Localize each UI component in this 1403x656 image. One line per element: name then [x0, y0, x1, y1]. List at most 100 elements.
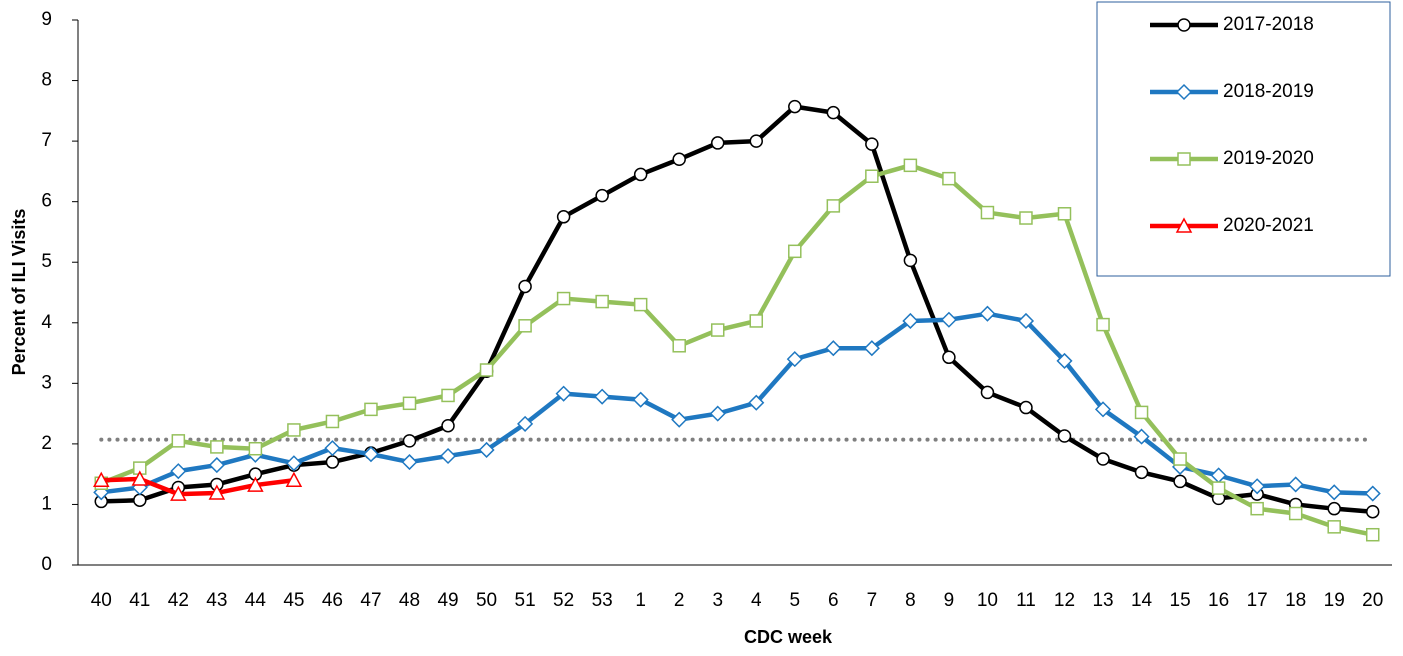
marker: [1056, 352, 1073, 369]
x-tick-label: 40: [91, 590, 112, 611]
marker: [863, 340, 880, 357]
y-tick-label: 0: [41, 554, 52, 575]
x-axis-label: CDC week: [744, 627, 833, 647]
marker: [325, 455, 340, 469]
marker: [749, 314, 764, 328]
marker: [402, 434, 417, 448]
marker: [1327, 520, 1341, 534]
x-tick-label: 45: [283, 590, 304, 611]
marker: [131, 470, 149, 486]
marker: [210, 440, 224, 454]
x-tick-label: 15: [1170, 590, 1191, 611]
legend-marker: [1177, 152, 1191, 166]
marker: [556, 210, 571, 224]
marker: [170, 485, 187, 501]
marker: [170, 463, 187, 480]
marker: [1057, 207, 1072, 221]
legend-marker: [1175, 83, 1193, 101]
marker: [133, 493, 147, 507]
series-line: [100, 163, 1374, 537]
x-tick-label: 19: [1324, 590, 1345, 611]
marker: [979, 305, 996, 322]
x-tick-label: 49: [437, 590, 458, 611]
marker: [247, 476, 264, 492]
y-tick-label: 3: [41, 372, 52, 393]
x-tick-label: 9: [944, 590, 955, 611]
marker: [632, 391, 649, 408]
y-tick-label: 6: [41, 191, 52, 212]
x-tick-label: 2: [674, 590, 685, 611]
marker: [671, 411, 688, 428]
marker: [1327, 501, 1341, 516]
legend-marker: [1177, 18, 1191, 32]
marker: [171, 434, 186, 448]
x-tick-label: 13: [1092, 590, 1113, 611]
x-tick-label: 46: [322, 590, 343, 611]
marker: [248, 441, 263, 456]
marker: [1134, 465, 1149, 480]
y-tick-label: 4: [41, 312, 52, 333]
marker: [940, 311, 957, 328]
x-tick-label: 14: [1131, 590, 1153, 611]
x-tick-label: 47: [360, 590, 381, 611]
marker: [1287, 476, 1304, 493]
marker: [825, 340, 842, 357]
x-tick-label: 7: [867, 590, 878, 611]
marker: [1364, 485, 1381, 502]
marker: [594, 388, 611, 405]
marker: [1365, 504, 1380, 519]
marker: [1017, 312, 1035, 330]
marker: [1094, 401, 1112, 418]
marker: [710, 136, 725, 150]
marker: [786, 351, 803, 368]
marker: [942, 171, 956, 186]
marker: [285, 455, 302, 472]
marker: [556, 291, 571, 306]
marker: [633, 167, 648, 182]
x-tick-label: 1: [635, 590, 646, 611]
marker: [595, 294, 609, 309]
series-line: [101, 476, 295, 497]
x-tick-label: 50: [476, 590, 497, 611]
marker: [710, 323, 725, 337]
x-tick-label: 42: [168, 590, 189, 611]
marker: [826, 105, 841, 120]
marker: [517, 415, 534, 432]
marker: [208, 457, 225, 474]
x-tick-label: 18: [1285, 590, 1306, 611]
x-tick-label: 8: [905, 590, 916, 611]
y-axis-label: Percent of ILI Visits: [9, 209, 29, 376]
marker: [1019, 400, 1033, 415]
marker: [1249, 478, 1266, 495]
marker: [1250, 501, 1264, 516]
marker: [865, 137, 879, 151]
marker: [942, 350, 956, 365]
legend-marker: [1175, 217, 1193, 233]
x-tick-label: 52: [553, 590, 574, 611]
marker: [93, 471, 110, 487]
legend-label: 2018-2019: [1223, 81, 1314, 102]
marker: [1133, 428, 1150, 445]
marker: [555, 385, 572, 402]
marker: [362, 446, 380, 463]
marker: [478, 441, 495, 459]
x-tick-label: 43: [206, 590, 227, 611]
marker: [439, 447, 457, 465]
marker: [1096, 317, 1110, 332]
x-tick-label: 5: [790, 590, 801, 611]
marker: [208, 484, 226, 500]
x-tick-label: 3: [712, 590, 723, 611]
x-tick-label: 17: [1247, 590, 1268, 611]
x-tick-label: 48: [399, 590, 420, 611]
marker: [1211, 481, 1226, 495]
marker: [287, 423, 301, 437]
x-tick-label: 41: [129, 590, 150, 611]
marker: [672, 152, 686, 167]
marker: [903, 253, 918, 268]
y-tick-label: 1: [41, 493, 52, 514]
y-tick-label: 8: [41, 70, 52, 91]
y-tick-label: 7: [41, 130, 52, 151]
marker: [518, 279, 532, 294]
